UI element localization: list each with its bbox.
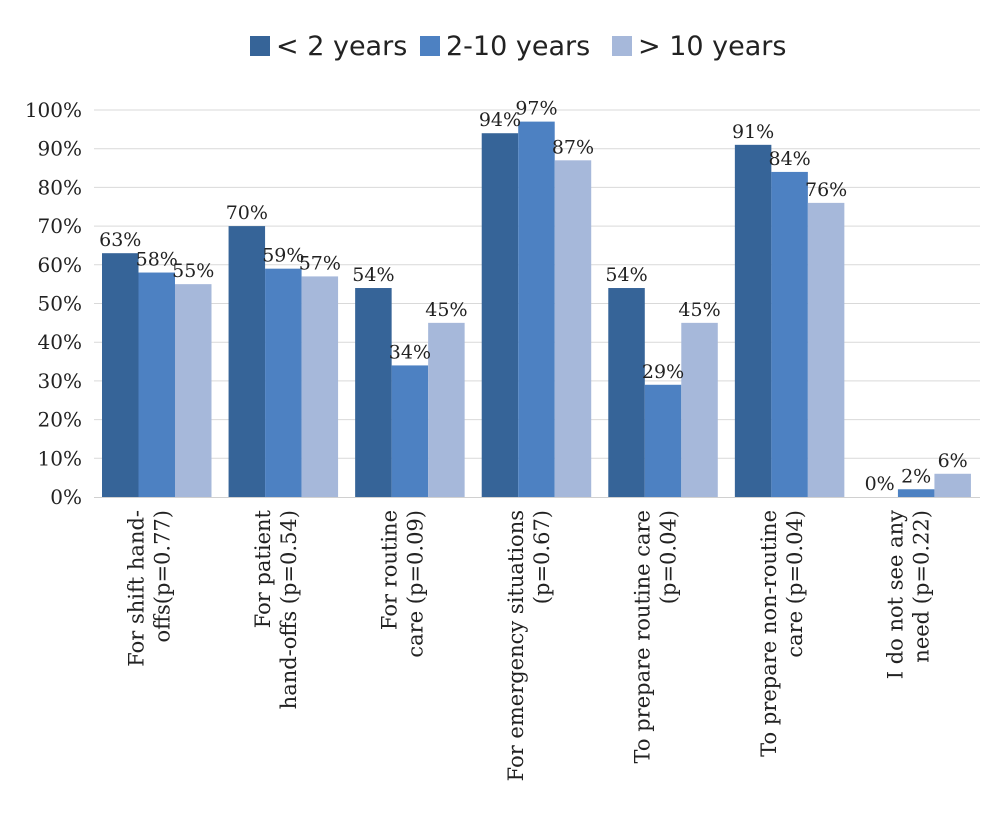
data-label: 59% — [262, 245, 304, 267]
x-tick-label: To prepare non-routine — [757, 510, 781, 757]
x-tick-label: For routine — [377, 510, 401, 630]
bar — [102, 253, 139, 497]
x-tick-label: For patient — [251, 509, 275, 628]
legend-swatch-2to10 — [420, 36, 440, 56]
data-label: 0% — [865, 473, 895, 495]
y-tick-label: 100% — [25, 98, 82, 122]
data-label: 45% — [678, 299, 720, 321]
data-label: 45% — [425, 299, 467, 321]
data-label: 58% — [136, 249, 178, 271]
legend-item-2to10: 2-10 years — [420, 26, 590, 66]
bar — [391, 365, 429, 497]
bar — [608, 288, 645, 497]
data-label: 54% — [352, 264, 394, 286]
bar — [934, 473, 971, 497]
x-tick-label: For emergency situations — [504, 510, 528, 781]
bar — [428, 322, 465, 497]
bar — [228, 226, 266, 497]
data-label: 29% — [642, 361, 684, 383]
x-tick-label: care (p=0.09) — [403, 510, 427, 658]
data-label: 55% — [172, 260, 214, 282]
y-tick-label: 90% — [38, 137, 82, 161]
y-tick-label: 80% — [38, 175, 82, 199]
legend-item-gt10: > 10 years — [612, 26, 786, 66]
bar — [175, 284, 212, 497]
data-label: 63% — [99, 229, 141, 251]
x-tick-label: offs(p=0.77) — [150, 510, 174, 643]
y-tick-label: 60% — [38, 253, 82, 277]
bar — [897, 489, 935, 497]
data-label: 87% — [552, 136, 594, 158]
legend-label-lt2: < 2 years — [276, 30, 408, 62]
legend: < 2 years 2-10 years > 10 years — [0, 26, 1000, 66]
data-label: 2% — [901, 465, 931, 487]
x-tick-label: To prepare routine care — [631, 510, 655, 763]
data-label: 57% — [299, 252, 341, 274]
legend-label-2to10: 2-10 years — [446, 30, 591, 62]
y-tick-label: 50% — [38, 292, 82, 316]
data-label: 54% — [605, 264, 647, 286]
data-label: 76% — [805, 179, 847, 201]
bar — [554, 160, 592, 497]
bar — [681, 322, 718, 497]
data-label: 70% — [226, 202, 268, 224]
bar — [265, 268, 302, 497]
bar — [355, 288, 392, 497]
y-tick-label: 40% — [38, 330, 82, 354]
y-tick-label: 10% — [38, 446, 82, 470]
bar — [771, 171, 808, 498]
data-label: 97% — [515, 98, 557, 120]
legend-swatch-lt2 — [250, 36, 270, 56]
y-tick-label: 30% — [38, 369, 82, 393]
legend-label-gt10: > 10 years — [638, 30, 787, 62]
x-tick-label: For shift hand- — [124, 510, 148, 667]
bar — [518, 121, 555, 498]
y-tick-label: 20% — [38, 408, 82, 432]
bar — [807, 202, 845, 497]
y-tick-label: 70% — [38, 214, 82, 238]
x-tick-label: hand-offs (p=0.54) — [277, 510, 301, 709]
bar — [644, 384, 682, 497]
x-tick-label: I do not see any — [884, 510, 908, 679]
x-tick-label: (p=0.67) — [530, 510, 554, 604]
bar — [734, 144, 772, 497]
x-tick-label: need (p=0.22) — [910, 510, 934, 663]
x-tick-label: (p=0.04) — [657, 510, 681, 604]
bar — [138, 272, 175, 497]
bar — [481, 133, 519, 497]
legend-swatch-gt10 — [612, 36, 632, 56]
bar — [301, 276, 339, 497]
y-tick-label: 0% — [50, 485, 82, 509]
data-label: 6% — [938, 450, 968, 472]
data-label: 84% — [768, 148, 810, 170]
data-label: 94% — [479, 109, 521, 131]
data-label: 34% — [389, 341, 431, 363]
data-label: 91% — [732, 121, 774, 143]
legend-item-lt2: < 2 years — [250, 26, 407, 66]
x-tick-label: care (p=0.04) — [783, 510, 807, 658]
